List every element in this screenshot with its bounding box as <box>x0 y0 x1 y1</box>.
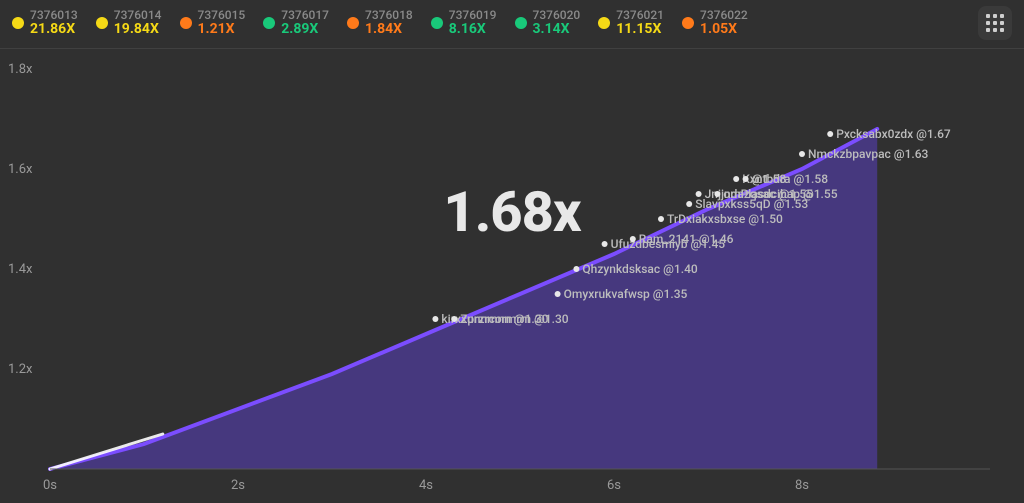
cashout-dot <box>686 201 692 207</box>
cashout-dot <box>432 316 438 322</box>
y-tick-label: 1.2x <box>8 362 33 377</box>
history-dot-icon <box>431 17 443 29</box>
current-multiplier: 1.68x <box>443 179 580 245</box>
history-multiplier: 3.14X <box>533 22 581 37</box>
history-multiplier: 1.21X <box>198 22 246 37</box>
history-item[interactable]: 73760203.14X <box>515 9 581 38</box>
round-history-bar: 737601321.86X737601419.84X73760151.21X73… <box>0 0 1024 49</box>
cashout-dot <box>451 316 457 322</box>
cashout-dot <box>743 176 749 182</box>
history-round-id: 7376018 <box>365 9 413 22</box>
cashout-dot <box>555 291 561 297</box>
cashout-label: TrDxiakxsbxse @1.50 <box>667 212 783 226</box>
cashout-dot <box>714 191 720 197</box>
history-round-id: 7376022 <box>700 9 748 22</box>
history-round-id: 7376020 <box>533 9 581 22</box>
history-item[interactable]: 737601321.86X <box>12 9 78 38</box>
history-multiplier: 1.84X <box>365 22 413 37</box>
history-item[interactable]: 73760221.05X <box>682 9 748 38</box>
history-dot-icon <box>12 17 24 29</box>
cashout-label: Ram_2141 @1.46 <box>639 232 734 246</box>
history-multiplier: 21.86X <box>30 22 78 37</box>
cashout-dot <box>799 151 805 157</box>
cashout-dot <box>827 131 833 137</box>
history-dot-icon <box>515 17 527 29</box>
history-dot-icon <box>682 17 694 29</box>
x-tick-label: 0s <box>43 478 57 493</box>
history-multiplier: 11.15X <box>616 22 664 37</box>
history-item[interactable]: 737601419.84X <box>96 9 162 38</box>
history-item[interactable]: 73760181.84X <box>347 9 413 38</box>
history-item[interactable]: 73760198.16X <box>431 9 497 38</box>
x-tick-label: 4s <box>419 478 433 493</box>
history-round-id: 7376014 <box>114 9 162 22</box>
history-round-id: 7376017 <box>281 9 329 22</box>
history-round-id: 7376015 <box>198 9 246 22</box>
cashout-label: Nmckzbpavpac @1.63 <box>808 147 929 161</box>
history-item[interactable]: 73760151.21X <box>180 9 246 38</box>
history-text: 73760203.14X <box>533 9 581 38</box>
y-tick-label: 1.4x <box>8 262 33 277</box>
cashout-label: @1.58 <box>752 172 787 186</box>
cashout-dot <box>573 266 579 272</box>
cashout-dot <box>733 176 739 182</box>
history-round-id: 7376013 <box>30 9 78 22</box>
cashout-label: Omyxrukvafwsp @1.35 <box>564 287 688 301</box>
history-text: 73760221.05X <box>700 9 748 38</box>
history-text: 73760172.89X <box>281 9 329 38</box>
cashout-dot <box>630 236 636 242</box>
history-dot-icon <box>180 17 192 29</box>
x-tick-label: 8s <box>795 478 809 493</box>
cashout-dot <box>696 191 702 197</box>
history-dot-icon <box>96 17 108 29</box>
history-text: 737601419.84X <box>114 9 162 38</box>
cashout-label: Zprzrcormrm @1.30 <box>460 312 569 326</box>
y-tick-label: 1.6x <box>8 162 33 177</box>
cashout-dot <box>602 241 608 247</box>
history-item[interactable]: 737602111.15X <box>598 9 664 38</box>
history-text: 73760198.16X <box>449 9 497 38</box>
history-dot-icon <box>263 17 275 29</box>
history-round-id: 7376019 <box>449 9 497 22</box>
x-tick-label: 6s <box>607 478 621 493</box>
x-tick-label: 2s <box>231 478 245 493</box>
cashout-label: Qhzynkdsksac @1.40 <box>582 262 697 276</box>
history-round-id: 7376021 <box>616 9 664 22</box>
history-multiplier: 19.84X <box>114 22 162 37</box>
cashout-label: omPlasdcihap @1.55 <box>723 187 837 201</box>
history-text: 737601321.86X <box>30 9 78 38</box>
history-grid-button[interactable] <box>978 6 1012 40</box>
history-dot-icon <box>598 17 610 29</box>
y-tick-label: 1.8x <box>8 62 33 77</box>
grid-icon <box>986 14 1004 32</box>
history-text: 737602111.15X <box>616 9 664 38</box>
crash-chart: 1.2x1.4x1.6x1.8x 0s2s4s6s8s kirxxunnmnn … <box>0 49 1024 503</box>
cashout-label: Pxcksabx0zdx @1.67 <box>836 127 951 141</box>
history-multiplier: 2.89X <box>281 22 329 37</box>
chart-svg: 1.2x1.4x1.6x1.8x 0s2s4s6s8s kirxxunnmnn … <box>0 49 1024 503</box>
history-item[interactable]: 73760172.89X <box>263 9 329 38</box>
history-multiplier: 8.16X <box>449 22 497 37</box>
history-text: 73760181.84X <box>365 9 413 38</box>
history-multiplier: 1.05X <box>700 22 748 37</box>
history-dot-icon <box>347 17 359 29</box>
history-text: 73760151.21X <box>198 9 246 38</box>
cashout-dot <box>658 216 664 222</box>
